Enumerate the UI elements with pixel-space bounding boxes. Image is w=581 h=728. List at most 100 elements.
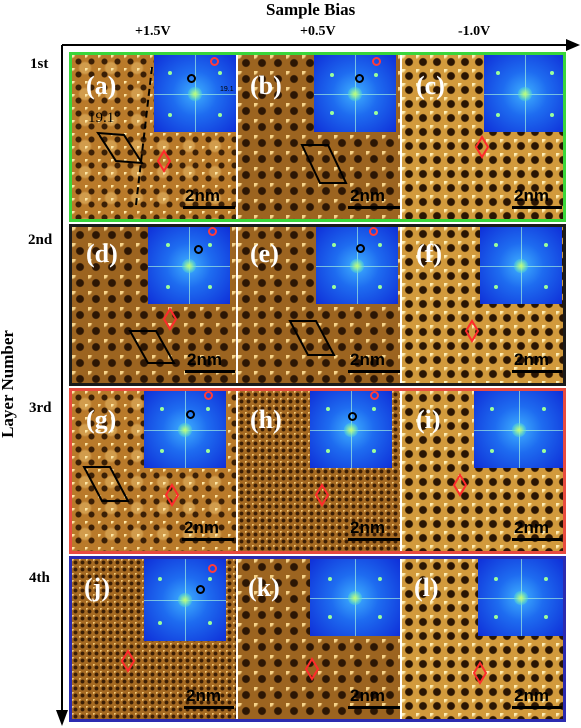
red-ring-marker — [370, 391, 379, 400]
row-frame-layer-2 — [69, 224, 566, 386]
fft-inset-c — [484, 55, 563, 132]
red-unit-cell — [474, 135, 490, 159]
black-unit-cell — [82, 466, 130, 502]
panel-label-b: (b) — [250, 71, 282, 100]
red-unit-cell — [304, 657, 320, 681]
red-unit-cell — [452, 473, 468, 497]
scale-bar-e — [348, 370, 400, 373]
overlay-b — [300, 144, 348, 184]
overlay-j — [120, 649, 136, 673]
overlay-c — [474, 135, 490, 159]
red-unit-cell — [314, 483, 330, 507]
overlay-g — [82, 466, 180, 507]
overlay-e — [288, 320, 336, 356]
black-ring-marker — [348, 412, 357, 421]
row-frame-layer-3 — [69, 388, 566, 554]
black-ring-marker — [194, 245, 203, 254]
sample-bias-title: Sample Bias — [266, 0, 356, 19]
scale-label-i: 2nm — [514, 518, 549, 537]
stm-panel-c: (c) 2nm — [402, 55, 563, 219]
scale-bar-j — [184, 706, 234, 709]
stm-panel-a: 19.1 (a) 19.1° 2nm — [72, 55, 236, 219]
fft-inset-b — [314, 55, 396, 132]
red-unit-cell — [156, 149, 172, 173]
black-ring-marker — [187, 74, 196, 83]
row-frame-layer-1 — [69, 52, 566, 222]
black-ring-marker — [355, 74, 364, 83]
scale-label-c: 2nm — [514, 186, 549, 205]
fft-inset-i — [474, 391, 563, 468]
red-ring-marker — [204, 391, 213, 400]
fft-inset-f — [480, 227, 562, 304]
scale-bar-k — [348, 706, 400, 709]
fft-inset-g — [144, 391, 226, 468]
fft-inset-a: 19.1 — [154, 55, 236, 132]
scale-bar-c — [512, 206, 562, 209]
scale-label-d: 2nm — [187, 350, 222, 369]
black-ring-marker — [196, 585, 205, 594]
stm-panel-e: (e) 2nm — [238, 227, 400, 383]
dashed-line — [135, 66, 153, 206]
panel-label-a: (a) — [86, 71, 117, 100]
stm-panel-l: (l) 2nm — [402, 559, 563, 719]
stm-panel-h: (h) 2nm — [238, 391, 400, 551]
fft-inset-l — [478, 559, 563, 636]
scale-bar-a — [183, 206, 235, 209]
panel-label-k: (k) — [248, 573, 280, 602]
stm-panel-i: (i) 2nm — [402, 391, 563, 551]
overlay-h — [314, 483, 330, 507]
layer-number-label: Layer Number — [0, 330, 17, 438]
red-ring-marker — [372, 57, 381, 66]
overlay-l — [472, 661, 488, 685]
fft-angle-text: 19.1 — [220, 86, 234, 93]
fft-inset-h — [310, 391, 392, 468]
scale-label-b: 2nm — [350, 186, 385, 205]
black-unit-cell — [96, 131, 144, 165]
red-ring-marker — [369, 227, 378, 236]
panel-label-j: (j) — [84, 573, 110, 602]
scale-label-k: 2nm — [350, 686, 385, 705]
bias-label-1: +1.5V — [135, 24, 171, 39]
overlay-i — [452, 473, 468, 497]
layer-label-3rd: 3rd — [29, 400, 52, 416]
panel-label-h: (h) — [250, 405, 282, 434]
overlay-f — [464, 319, 480, 343]
scale-label-f: 2nm — [514, 350, 549, 369]
bias-label-3: -1.0V — [458, 24, 491, 39]
stm-panel-d: (d) 2nm — [72, 227, 236, 383]
panel-label-d: (d) — [86, 239, 118, 268]
overlay-a — [96, 66, 172, 206]
layer-label-1st: 1st — [30, 56, 49, 72]
red-ring-marker — [208, 227, 217, 236]
black-unit-cell — [128, 330, 176, 364]
fft-inset-e — [316, 227, 398, 304]
y-axis-arrowhead — [56, 710, 68, 726]
row-frame-layer-4 — [69, 556, 566, 722]
panel-label-g: (g) — [86, 405, 117, 434]
scale-label-e: 2nm — [350, 350, 385, 369]
black-ring-marker — [356, 244, 365, 253]
scale-bar-h — [348, 538, 400, 541]
stm-panel-k: (k) 2nm — [238, 559, 400, 719]
scale-bar-l — [512, 706, 562, 709]
fft-inset-j — [144, 559, 226, 641]
scale-bar-i — [512, 538, 562, 541]
scale-label-a: 2nm — [185, 186, 220, 205]
stm-panel-b: (b) 2nm — [238, 55, 400, 219]
panel-label-i: (i) — [416, 405, 441, 434]
red-unit-cell — [164, 483, 180, 507]
layer-label-4th: 4th — [29, 570, 50, 586]
overlay-k — [304, 657, 320, 681]
red-unit-cell — [464, 319, 480, 343]
x-axis-arrowhead — [566, 39, 580, 51]
scale-bar-d — [185, 370, 235, 373]
scale-label-h: 2nm — [350, 518, 385, 537]
scale-bar-b — [348, 206, 400, 209]
red-unit-cell — [472, 661, 488, 685]
panel-label-f: (f) — [416, 239, 442, 268]
panel-label-c: (c) — [416, 71, 445, 100]
red-unit-cell — [162, 307, 178, 331]
red-unit-cell — [120, 649, 136, 673]
black-unit-cell — [288, 320, 336, 356]
